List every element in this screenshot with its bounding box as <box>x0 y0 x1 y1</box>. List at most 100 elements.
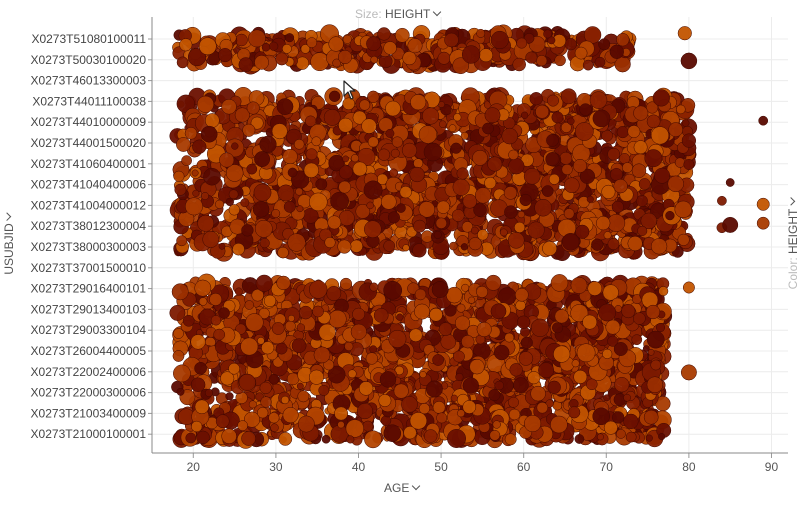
data-point[interactable] <box>201 192 209 200</box>
data-point[interactable] <box>179 38 193 52</box>
data-point[interactable] <box>680 52 698 70</box>
data-point[interactable] <box>295 187 304 196</box>
data-point[interactable] <box>494 380 504 391</box>
data-point[interactable] <box>324 236 336 249</box>
data-point[interactable] <box>432 401 446 414</box>
data-point[interactable] <box>215 414 230 429</box>
data-point[interactable] <box>369 345 378 354</box>
data-point[interactable] <box>282 43 292 54</box>
data-point[interactable] <box>235 33 248 47</box>
data-point[interactable] <box>366 201 374 210</box>
data-point[interactable] <box>310 52 330 72</box>
data-point[interactable] <box>401 142 418 158</box>
data-point[interactable] <box>390 148 400 158</box>
data-point[interactable] <box>338 180 352 194</box>
data-point[interactable] <box>337 239 352 254</box>
data-point[interactable] <box>173 364 191 383</box>
data-point[interactable] <box>413 158 424 169</box>
data-point[interactable] <box>614 377 630 393</box>
data-point[interactable] <box>349 239 363 253</box>
data-point[interactable] <box>418 403 430 415</box>
data-point[interactable] <box>456 167 469 180</box>
data-point[interactable] <box>534 198 552 217</box>
data-point[interactable] <box>601 184 616 199</box>
data-point[interactable] <box>619 153 631 165</box>
x-axis-dropdown[interactable]: AGE <box>384 481 421 495</box>
data-point[interactable] <box>385 128 395 138</box>
data-point[interactable] <box>254 55 269 70</box>
data-point[interactable] <box>315 178 328 191</box>
data-point[interactable] <box>309 192 328 212</box>
data-point[interactable] <box>257 407 269 419</box>
data-point[interactable] <box>187 48 207 67</box>
data-point[interactable] <box>650 238 668 255</box>
data-point[interactable] <box>541 185 554 197</box>
data-point[interactable] <box>514 287 529 302</box>
data-point[interactable] <box>613 178 628 194</box>
data-point[interactable] <box>609 44 624 59</box>
data-point[interactable] <box>391 136 403 148</box>
data-point[interactable] <box>271 123 288 140</box>
data-point[interactable] <box>598 303 617 322</box>
data-point[interactable] <box>190 377 206 392</box>
data-point[interactable] <box>627 235 643 252</box>
data-point[interactable] <box>527 221 545 239</box>
data-point[interactable] <box>621 304 636 319</box>
data-point[interactable] <box>347 369 357 379</box>
data-point[interactable] <box>668 122 684 137</box>
data-point[interactable] <box>209 292 223 306</box>
data-point[interactable] <box>625 431 637 443</box>
data-point[interactable] <box>476 28 486 38</box>
data-point[interactable] <box>725 178 735 187</box>
data-point[interactable] <box>438 101 445 108</box>
data-point[interactable] <box>454 315 471 331</box>
data-point[interactable] <box>407 38 423 54</box>
data-point[interactable] <box>352 161 368 177</box>
data-point[interactable] <box>493 344 510 361</box>
data-point[interactable] <box>184 127 198 140</box>
data-point[interactable] <box>176 235 188 247</box>
data-point[interactable] <box>586 195 594 203</box>
data-point[interactable] <box>260 396 272 408</box>
data-point[interactable] <box>530 318 550 337</box>
data-point[interactable] <box>431 281 449 298</box>
data-point[interactable] <box>231 142 239 150</box>
data-point[interactable] <box>383 41 397 55</box>
data-point[interactable] <box>547 36 556 45</box>
data-point[interactable] <box>508 158 525 175</box>
data-point[interactable] <box>474 187 492 204</box>
data-point[interactable] <box>512 57 526 72</box>
data-point[interactable] <box>579 103 592 116</box>
data-point[interactable] <box>276 275 291 291</box>
data-point[interactable] <box>228 204 240 216</box>
data-point[interactable] <box>358 381 374 396</box>
data-point[interactable] <box>646 376 664 393</box>
data-point[interactable] <box>327 215 342 230</box>
data-point[interactable] <box>221 428 237 444</box>
data-point[interactable] <box>401 396 418 413</box>
data-point[interactable] <box>530 385 546 402</box>
data-point[interactable] <box>234 287 243 296</box>
data-point[interactable] <box>504 205 518 219</box>
data-point[interactable] <box>275 52 289 66</box>
data-point[interactable] <box>453 113 462 122</box>
data-point[interactable] <box>461 335 475 349</box>
data-point[interactable] <box>194 279 212 297</box>
data-point[interactable] <box>278 432 293 446</box>
data-point[interactable] <box>414 288 427 301</box>
data-point[interactable] <box>244 300 255 310</box>
data-point[interactable] <box>570 276 588 294</box>
data-point[interactable] <box>304 115 317 127</box>
data-point[interactable] <box>503 186 518 200</box>
data-point[interactable] <box>756 197 770 211</box>
data-point[interactable] <box>645 304 661 320</box>
data-point[interactable] <box>198 37 217 56</box>
data-point[interactable] <box>377 27 391 41</box>
data-point[interactable] <box>623 413 639 430</box>
data-point[interactable] <box>652 89 670 107</box>
data-point[interactable] <box>248 29 266 48</box>
data-point[interactable] <box>287 314 295 322</box>
data-point[interactable] <box>293 139 305 150</box>
data-point[interactable] <box>538 362 555 379</box>
data-point[interactable] <box>238 373 256 391</box>
